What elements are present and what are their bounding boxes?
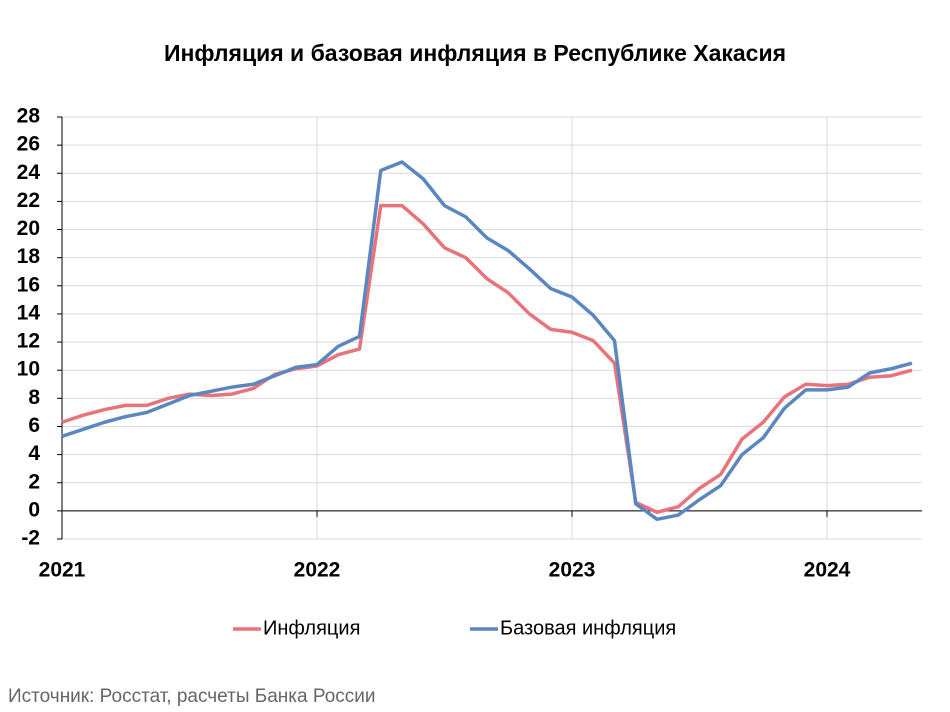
x-tick-label: 2021 xyxy=(39,559,86,582)
y-tick-label: 6 xyxy=(28,414,40,437)
y-tick-label: 24 xyxy=(17,161,41,184)
y-tick-label: 28 xyxy=(17,105,41,128)
series-line xyxy=(61,203,913,515)
y-tick-label: 0 xyxy=(28,498,40,521)
y-tick-label: 2 xyxy=(28,470,40,493)
series-line xyxy=(61,160,913,522)
y-tick-label: 10 xyxy=(17,358,40,381)
legend-label: Инфляция xyxy=(263,617,360,639)
x-tick-label: 2024 xyxy=(804,559,851,582)
chart-title: Инфляция и базовая инфляция в Республике… xyxy=(164,40,786,66)
y-tick-label: -2 xyxy=(21,527,40,550)
y-tick-label: 4 xyxy=(28,442,40,465)
source-note: Источник: Росстат, расчеты Банка России xyxy=(8,686,376,707)
x-tick-label: 2023 xyxy=(549,559,596,582)
y-tick-label: 16 xyxy=(17,273,40,296)
y-tick-label: 26 xyxy=(17,133,40,156)
y-tick-label: 14 xyxy=(17,301,41,324)
x-tick-label: 2022 xyxy=(294,559,341,582)
legend-label: Базовая инфляция xyxy=(500,617,676,639)
y-tick-label: 12 xyxy=(17,330,40,353)
y-tick-label: 20 xyxy=(17,217,40,240)
y-tick-label: 18 xyxy=(17,245,41,268)
y-tick-label: 8 xyxy=(28,386,40,409)
y-tick-label: 22 xyxy=(17,189,40,212)
